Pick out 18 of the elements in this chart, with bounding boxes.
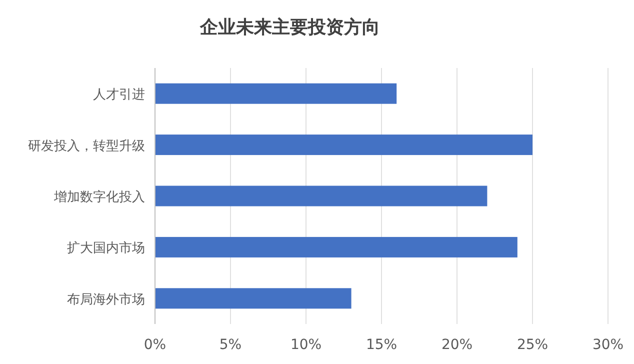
x-tick-label: 30% [592,337,624,353]
x-tick-label: 5% [219,337,242,353]
y-tick-label: 布局海外市场 [67,292,145,308]
x-tick-label: 10% [290,337,322,353]
y-tick-label: 研发投入，转型升级 [28,138,145,154]
bar [155,236,518,258]
bar [155,288,352,309]
x-tick-label: 25% [516,337,548,353]
bar [155,83,397,104]
y-tick-label: 人才引进 [93,88,145,103]
x-tick-label: 0% [144,337,166,353]
y-tick-label: 增加数字化投入 [53,189,145,205]
bar [155,134,532,156]
x-tick-label: 15% [366,337,398,353]
x-tick-label: 20% [441,337,473,353]
y-tick-label: 扩大国内市场 [67,241,145,256]
bar [155,186,488,206]
chart-title: 企业未来主要投资方向 [199,17,380,38]
